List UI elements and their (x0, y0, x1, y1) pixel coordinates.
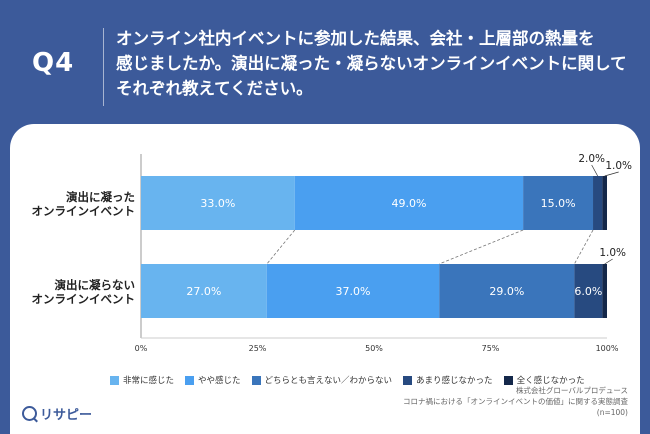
legend-label: あまり感じなかった (416, 376, 493, 386)
legend-item: どちらとも言えない／わからない (251, 374, 393, 386)
question-number: Q4 (32, 48, 75, 78)
question-line: それぞれ教えてください。 (116, 79, 313, 98)
source-survey: コロナ禍における「オンラインイベントの価値」に関する実態調査 (403, 397, 628, 406)
legend-swatch (251, 375, 261, 385)
chart-card: 0% 25% 50% 75% 100% 演出に凝った オンラインイベント 演出に凝らない オンラ… (10, 124, 640, 434)
x-tick-label: 100% (596, 344, 619, 353)
bar-segment (141, 264, 267, 318)
data-label: 6.0% (574, 285, 602, 298)
question-text: オンライン社内イベントに参加した結果、会社・上層部の熱量を 感じましたか。演出に… (116, 26, 636, 101)
legend-swatch (403, 375, 413, 385)
data-label: 49.0% (391, 197, 426, 210)
category-label: オンラインイベント (32, 204, 136, 218)
logo-magnifier-icon (22, 406, 37, 421)
legend-swatch (503, 375, 513, 385)
bar-segment (266, 264, 440, 318)
connector-line (439, 229, 524, 265)
bar-segment (602, 176, 607, 230)
data-label: 29.0% (489, 285, 524, 298)
legend-item: 全く感じなかった (503, 374, 585, 386)
bar-segment (141, 176, 295, 230)
header-divider (103, 28, 104, 106)
legend-item: やや感じた (185, 374, 241, 386)
x-tick-label: 50% (365, 344, 383, 353)
legend-label: どちらとも言えない／わからない (264, 376, 393, 386)
data-label: 1.0% (605, 160, 632, 172)
data-label-leader (591, 164, 598, 177)
legend-item: あまり感じなかった (403, 374, 493, 386)
category-label: 演出に凝らない (55, 278, 136, 292)
bar-segment (593, 176, 603, 230)
logo-text: リサピー (40, 408, 93, 423)
stacked-bar-chart: 0% 25% 50% 75% 100%演出に凝ったオンラインイベント演出に凝らないオンラ… (32, 153, 633, 353)
legend-swatch (110, 375, 119, 385)
question-header: Q4 オンライン社内イベントに参加した結果、会社・上層部の熱量を 感じましたか。… (0, 0, 650, 122)
legend-label: 非常に感じた (123, 376, 175, 386)
bar-segment (523, 176, 594, 230)
data-label: 15.0% (541, 197, 576, 210)
legend-swatch (185, 375, 195, 385)
brand-logo: リサピー (22, 404, 92, 423)
connector-line (574, 229, 594, 265)
category-label: 演出に凝った (66, 190, 135, 204)
question-line: 感じましたか。演出に凝った・凝らないオンラインイベントに関して (116, 54, 627, 73)
bar-segment (602, 264, 607, 318)
legend-label: 全く感じなかった (516, 376, 585, 386)
legend-label: やや感じた (198, 376, 241, 386)
data-label: 1.0% (599, 247, 626, 259)
category-label: オンラインイベント (32, 292, 136, 306)
data-label-leader (604, 258, 613, 265)
data-label-leader (604, 171, 619, 177)
data-label: 33.0% (200, 197, 235, 210)
x-tick-label: 0% (135, 344, 148, 353)
question-line: オンライン社内イベントに参加した結果、会社・上層部の熱量を (116, 29, 595, 48)
chart-legend: 非常に感じた やや感じた どちらとも言えない／わからない あまり感じなかった 全く感じな… (110, 372, 596, 388)
legend-item: 非常に感じた (110, 374, 174, 386)
source-note: 株式会社グローバルプロデュース コロナ禍における「オンラインイベントの価値」に関… (403, 385, 628, 418)
connector-line (266, 229, 296, 265)
bar-segment (574, 264, 603, 318)
data-label: 2.0% (578, 153, 605, 165)
data-label: 27.0% (186, 285, 221, 298)
bar-segment (294, 176, 524, 230)
x-tick-label: 75% (482, 344, 500, 353)
x-tick-label: 25% (249, 344, 267, 353)
source-company: 株式会社グローバルプロデュース (515, 386, 628, 395)
bar-segment (439, 264, 575, 318)
data-label: 37.0% (336, 285, 371, 298)
source-n: (n=100) (596, 408, 628, 417)
